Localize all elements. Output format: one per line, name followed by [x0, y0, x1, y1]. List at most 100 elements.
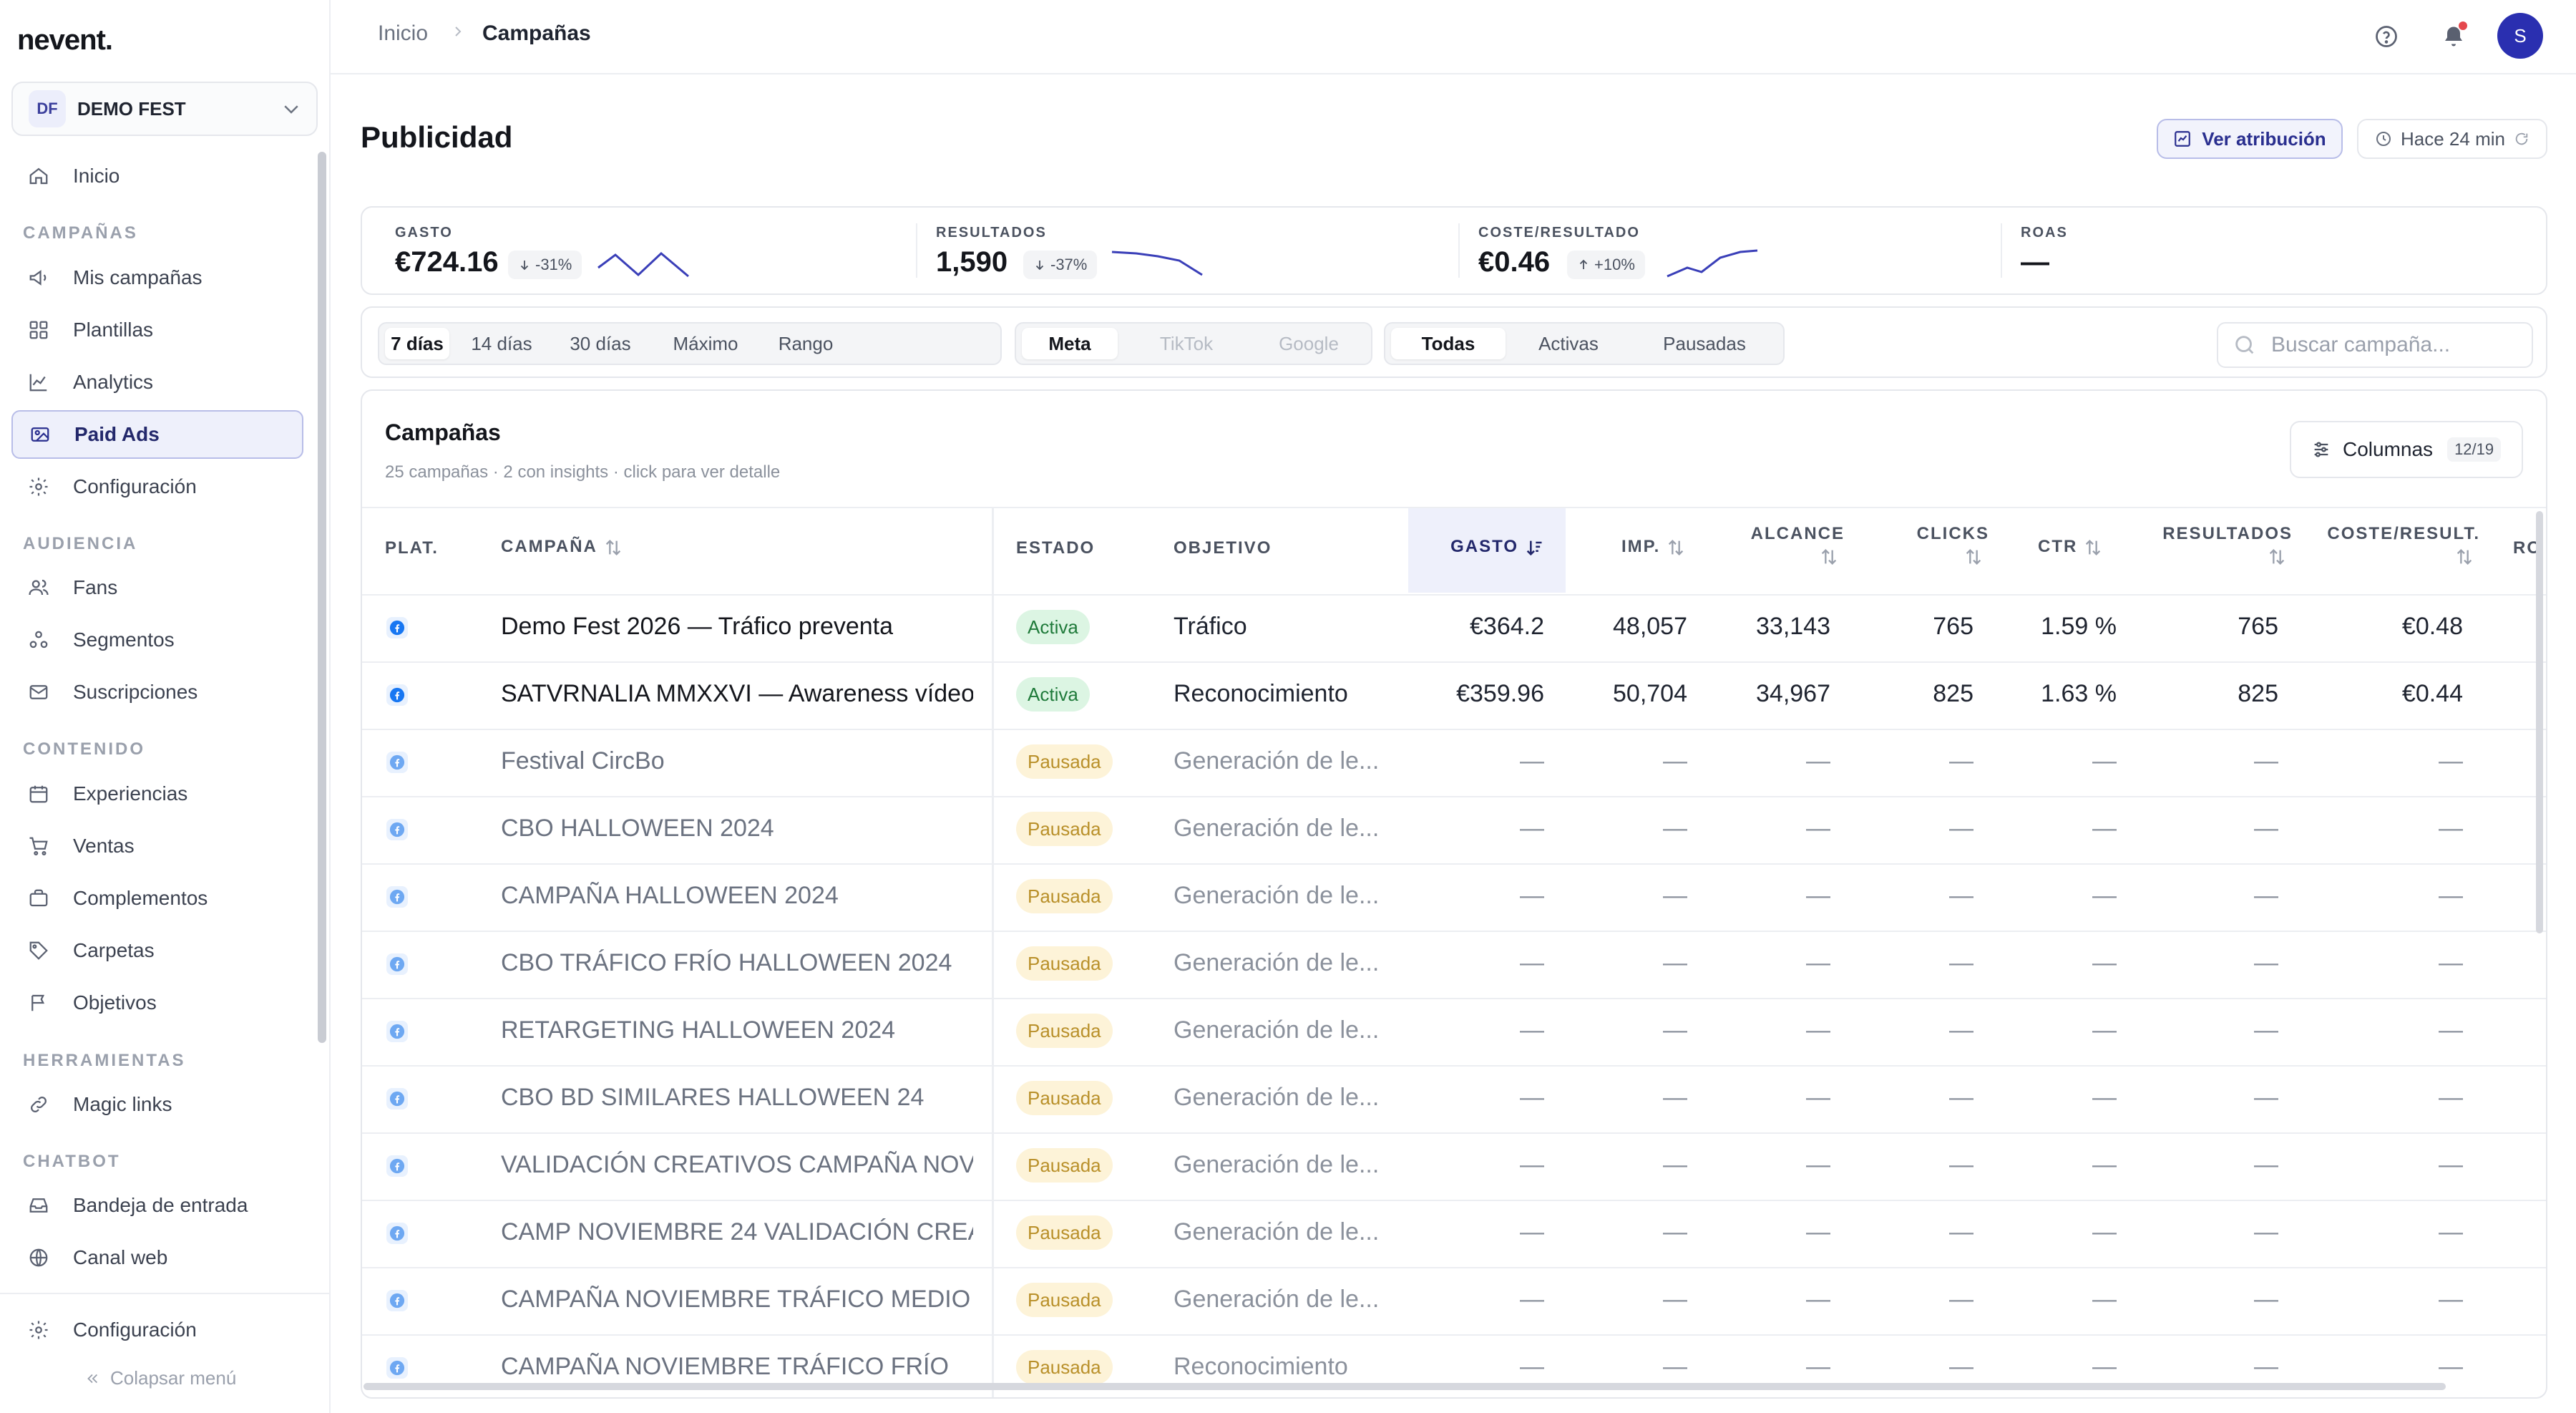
- table-row[interactable]: RETARGETING HALLOWEEN 2024 Pausada Generac…: [362, 998, 2546, 1067]
- results-cell: —: [2254, 1084, 2278, 1111]
- status-paused[interactable]: Pausadas: [1663, 332, 1746, 354]
- platform-meta[interactable]: Meta: [1022, 328, 1118, 359]
- columns-count-badge: 12/19: [2447, 437, 2502, 462]
- ctr-cell: —: [2092, 747, 2117, 775]
- sidebar-item-configuracion[interactable]: Configuración: [11, 462, 303, 511]
- table-horizontal-scrollbar[interactable]: [364, 1383, 2446, 1390]
- period-range[interactable]: Rango: [778, 332, 834, 354]
- sidebar-item-experiencias[interactable]: Experiencias: [11, 769, 303, 818]
- impressions-cell: 48,057: [1613, 613, 1687, 640]
- table-row[interactable]: Demo Fest 2026 — Tráfico preventa Activa T…: [362, 594, 2546, 663]
- campaign-name[interactable]: Festival CircBo: [501, 747, 665, 775]
- sidebar-item-suscripciones[interactable]: Suscripciones: [11, 668, 303, 717]
- status-all[interactable]: Todas: [1391, 328, 1506, 359]
- table-vertical-scrollbar[interactable]: [2536, 511, 2543, 933]
- campaign-name[interactable]: CBO BD SIMILARES HALLOWEEN 24: [501, 1084, 924, 1111]
- sidebar-item-label: Experiencias: [73, 782, 188, 805]
- sidebar-item-complementos[interactable]: Complementos: [11, 874, 303, 923]
- col-header-reach[interactable]: ALCANCE: [1743, 524, 1845, 572]
- sort-icon: [2457, 549, 2472, 565]
- sidebar-item-magic-links[interactable]: Magic links: [11, 1080, 303, 1129]
- sidebar-item-inicio[interactable]: Inicio: [11, 152, 303, 200]
- section-title-audiencia: AUDIENCIA: [23, 534, 138, 553]
- status-badge: Pausada: [1016, 1283, 1113, 1317]
- sidebar-item-segmentos[interactable]: Segmentos: [11, 616, 303, 664]
- sidebar-item-bandeja[interactable]: Bandeja de entrada: [11, 1181, 303, 1230]
- sidebar-item-canal-web[interactable]: Canal web: [11, 1233, 303, 1282]
- col-header-cost-per-result[interactable]: COSTE/RESULT.: [2294, 524, 2480, 572]
- sort-icon: [1821, 549, 1837, 565]
- sidebar-item-carpetas[interactable]: Carpetas: [11, 926, 303, 975]
- table-row[interactable]: VALIDACIÓN CREATIVOS CAMPAÑA NOV... Pausa…: [362, 1132, 2546, 1201]
- sidebar-item-objetivos[interactable]: Objetivos: [11, 979, 303, 1027]
- sidebar-item-analytics[interactable]: Analytics: [11, 358, 303, 407]
- table-subtitle: 25 campañas · 2 con insights · click par…: [385, 462, 781, 482]
- search-icon: [2235, 336, 2254, 354]
- col-header-impressions[interactable]: IMP.: [1621, 537, 1686, 558]
- sidebar-scrollbar-thumb[interactable]: [318, 152, 326, 1043]
- campaign-name[interactable]: CAMPAÑA HALLOWEEN 2024: [501, 882, 839, 909]
- facebook-icon: [386, 1223, 408, 1244]
- table-row[interactable]: CBO TRÁFICO FRÍO HALLOWEEN 2024 Pausada Ge…: [362, 931, 2546, 999]
- campaign-name[interactable]: CBO HALLOWEEN 2024: [501, 815, 774, 842]
- status-active[interactable]: Activas: [1538, 332, 1599, 354]
- col-header-ctr[interactable]: CTR: [2038, 537, 2103, 558]
- status-badge: Pausada: [1016, 1148, 1113, 1183]
- table-row[interactable]: CAMP NOVIEMBRE 24 VALIDACIÓN CREA... Paus…: [362, 1200, 2546, 1268]
- ctr-cell: 1.59 %: [2041, 613, 2117, 640]
- table-row[interactable]: CBO HALLOWEEN 2024 Pausada Generación de l…: [362, 796, 2546, 865]
- sort-icon: [2269, 549, 2285, 565]
- sidebar-item-plantillas[interactable]: Plantillas: [11, 306, 303, 354]
- sidebar-item-paid-ads[interactable]: Paid Ads: [11, 410, 303, 459]
- columns-label: Columnas: [2343, 438, 2434, 460]
- table-row[interactable]: Festival CircBo Pausada Generación de le..…: [362, 729, 2546, 797]
- sidebar-item-ventas[interactable]: Ventas: [11, 822, 303, 870]
- campaign-name[interactable]: CAMP NOVIEMBRE 24 VALIDACIÓN CREA...: [501, 1218, 973, 1246]
- spend-cell: —: [1520, 882, 1544, 909]
- status-badge: Activa: [1016, 610, 1090, 644]
- results-cell: 825: [2238, 680, 2278, 707]
- table-row[interactable]: CAMPAÑA HALLOWEEN 2024 Pausada Generación …: [362, 863, 2546, 932]
- col-header-results[interactable]: RESULTADOS: [2137, 524, 2293, 572]
- campaign-name[interactable]: Demo Fest 2026 — Tráfico preventa: [501, 613, 894, 640]
- collapse-menu-button[interactable]: Colapsar menú: [84, 1367, 236, 1389]
- help-icon[interactable]: [2370, 20, 2403, 53]
- objective-cell: Generación de le...: [1174, 1218, 1380, 1246]
- campaign-name[interactable]: SATVRNALIA MMXXVI — Awareness vídeo: [501, 680, 973, 707]
- reach-cell: —: [1806, 1286, 1830, 1313]
- sidebar-footer-configuracion[interactable]: Configuración: [11, 1306, 303, 1354]
- period-max[interactable]: Máximo: [673, 332, 738, 354]
- col-header-spend[interactable]: GASTO: [1408, 508, 1566, 593]
- table-title: Campañas: [385, 419, 501, 445]
- columns-button[interactable]: Columnas 12/19: [2290, 421, 2523, 478]
- col-header-label: CTR: [2038, 537, 2078, 556]
- search-input[interactable]: [2270, 332, 2516, 358]
- ad-image-icon: [29, 423, 52, 446]
- campaign-name[interactable]: CAMPAÑA NOVIEMBRE TRÁFICO FRÍO: [501, 1353, 949, 1380]
- col-header-label: CLICKS: [1916, 524, 1989, 543]
- period-7d[interactable]: 7 días: [385, 328, 449, 359]
- breadcrumb-home[interactable]: Inicio: [378, 21, 429, 45]
- campaign-name[interactable]: CBO TRÁFICO FRÍO HALLOWEEN 2024: [501, 949, 952, 976]
- user-avatar[interactable]: S: [2497, 13, 2543, 59]
- table-row[interactable]: CAMPAÑA NOVIEMBRE TRÁFICO MEDIO Pausada Ge…: [362, 1267, 2546, 1336]
- col-header-clicks[interactable]: CLICKS: [1889, 524, 1989, 572]
- sidebar-item-label: Suscripciones: [73, 681, 198, 703]
- table-row[interactable]: CAMPAÑA NOVIEMBRE TRÁFICO FRÍO Pausada Rec…: [362, 1334, 2546, 1397]
- notifications-bell-icon[interactable]: [2437, 20, 2470, 53]
- table-row[interactable]: CBO BD SIMILARES HALLOWEEN 24 Pausada Gene…: [362, 1065, 2546, 1134]
- col-header-campaign[interactable]: CAMPAÑA: [501, 537, 623, 558]
- org-selector[interactable]: DF DEMO FEST: [11, 82, 318, 136]
- period-30d[interactable]: 30 días: [570, 332, 631, 354]
- table-row[interactable]: SATVRNALIA MMXXVI — Awareness vídeo Activ…: [362, 661, 2546, 730]
- campaign-name[interactable]: RETARGETING HALLOWEEN 2024: [501, 1016, 896, 1044]
- campaign-name[interactable]: VALIDACIÓN CREATIVOS CAMPAÑA NOV...: [501, 1151, 973, 1178]
- arrow-down-icon: [1035, 261, 1044, 271]
- sidebar-item-mis-campanas[interactable]: Mis campañas: [11, 253, 303, 302]
- kpi-cost-per-result: COSTE/RESULTADO €0.46 +10%: [1445, 208, 1988, 293]
- campaign-name[interactable]: CAMPAÑA NOVIEMBRE TRÁFICO MEDIO: [501, 1286, 971, 1313]
- sidebar-item-fans[interactable]: Fans: [11, 563, 303, 612]
- period-14d[interactable]: 14 días: [471, 332, 532, 354]
- last-updated-button[interactable]: Hace 24 min: [2357, 119, 2547, 159]
- view-attribution-button[interactable]: Ver atribución: [2157, 119, 2343, 159]
